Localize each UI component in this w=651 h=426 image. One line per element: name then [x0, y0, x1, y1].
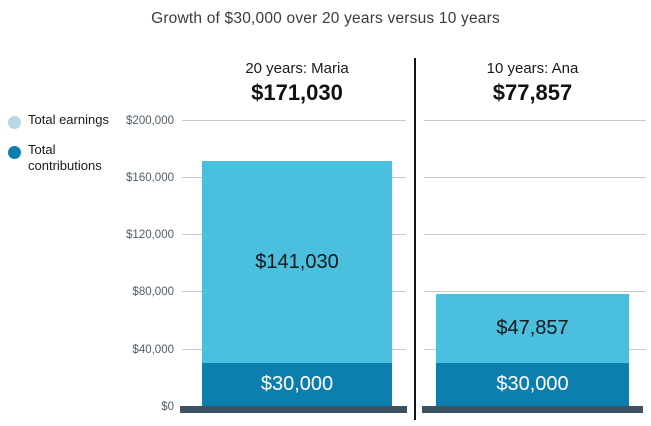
- panel-maria-header: 20 years: Maria $171,030: [202, 60, 392, 105]
- legend-earnings-label: Total earnings: [28, 112, 109, 127]
- y-axis-tick-label: $0: [161, 401, 174, 413]
- legend-contributions-dot-icon: [8, 146, 21, 159]
- y-axis-tick-label: $120,000: [126, 229, 174, 242]
- bar-maria-earnings-segment: $141,030: [202, 161, 392, 364]
- bar-maria-contributions-segment: $30,000: [202, 363, 392, 406]
- y-axis-tick-label: $200,000: [126, 114, 174, 127]
- legend-earnings-dot-icon: [8, 116, 21, 129]
- legend-contributions-label: Total contributions: [28, 142, 102, 173]
- page-title: Growth of $30,000 over 20 years versus 1…: [151, 10, 500, 27]
- legend: Total earnings Total contributions: [8, 112, 112, 173]
- y-axis-tick-label: $40,000: [132, 343, 174, 356]
- gridline: [182, 119, 406, 121]
- gridline: [424, 234, 646, 236]
- bar-ana-contributions-value: $30,000: [496, 373, 569, 396]
- bar-maria-earnings-value: $141,030: [255, 250, 339, 273]
- y-axis-tick-label: $160,000: [126, 171, 174, 184]
- legend-item-earnings: Total earnings: [8, 112, 112, 129]
- panel-ana-category-label: 10 years: Ana: [486, 60, 579, 77]
- baseline-ana: [422, 406, 643, 413]
- bar-maria: $141,030 $30,000: [202, 161, 392, 406]
- panel-ana-total-value: $77,857: [492, 80, 573, 105]
- bar-ana-contributions-segment: $30,000: [436, 363, 629, 406]
- panel-divider: [414, 58, 416, 420]
- y-axis-tick-label: $80,000: [132, 286, 174, 299]
- gridline: [424, 119, 646, 121]
- bar-ana-earnings-value: $47,857: [496, 317, 569, 340]
- panel-ana-header: 10 years: Ana $77,857: [436, 60, 629, 105]
- bar-ana: $47,857 $30,000: [436, 294, 629, 406]
- panel-maria-category-label: 20 years: Maria: [245, 60, 349, 77]
- bar-maria-contributions-value: $30,000: [260, 373, 334, 396]
- bar-ana-earnings-segment: $47,857: [436, 294, 629, 364]
- gridline: [424, 291, 646, 293]
- panel-maria-total-value: $171,030: [251, 80, 343, 105]
- legend-item-contributions: Total contributions: [8, 142, 112, 173]
- gridline: [424, 176, 646, 178]
- baseline-maria: [180, 406, 407, 413]
